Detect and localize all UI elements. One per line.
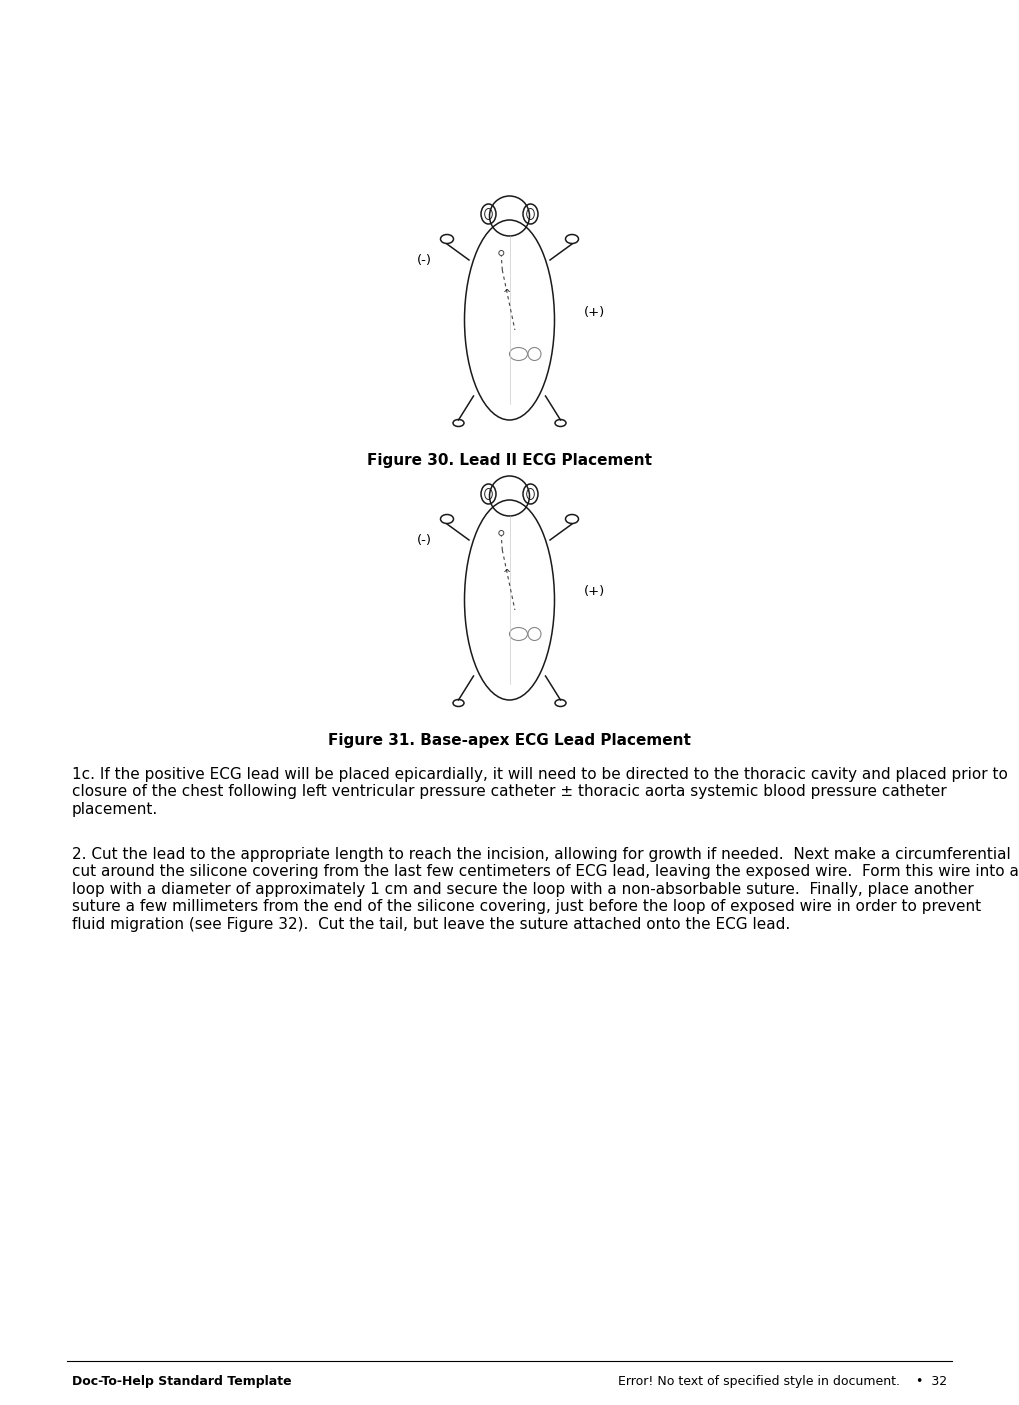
Text: 1c. If the positive ECG lead will be placed epicardially, it will need to be dir: 1c. If the positive ECG lead will be pla… (72, 767, 1008, 816)
Text: (+): (+) (584, 586, 605, 599)
Text: 2. Cut the lead to the appropriate length to reach the incision, allowing for gr: 2. Cut the lead to the appropriate lengt… (72, 847, 1019, 932)
Text: (-): (-) (417, 534, 432, 547)
Text: Error! No text of specified style in document.    •  32: Error! No text of specified style in doc… (618, 1375, 947, 1388)
Text: ^: ^ (503, 569, 512, 579)
Text: (+): (+) (584, 305, 605, 319)
Text: Figure 31. Base-apex ECG Lead Placement: Figure 31. Base-apex ECG Lead Placement (328, 733, 691, 747)
Text: ^: ^ (503, 289, 512, 299)
Text: (-): (-) (417, 253, 432, 267)
Text: Figure 30. Lead II ECG Placement: Figure 30. Lead II ECG Placement (367, 452, 652, 468)
Text: Doc-To-Help Standard Template: Doc-To-Help Standard Template (72, 1375, 291, 1388)
